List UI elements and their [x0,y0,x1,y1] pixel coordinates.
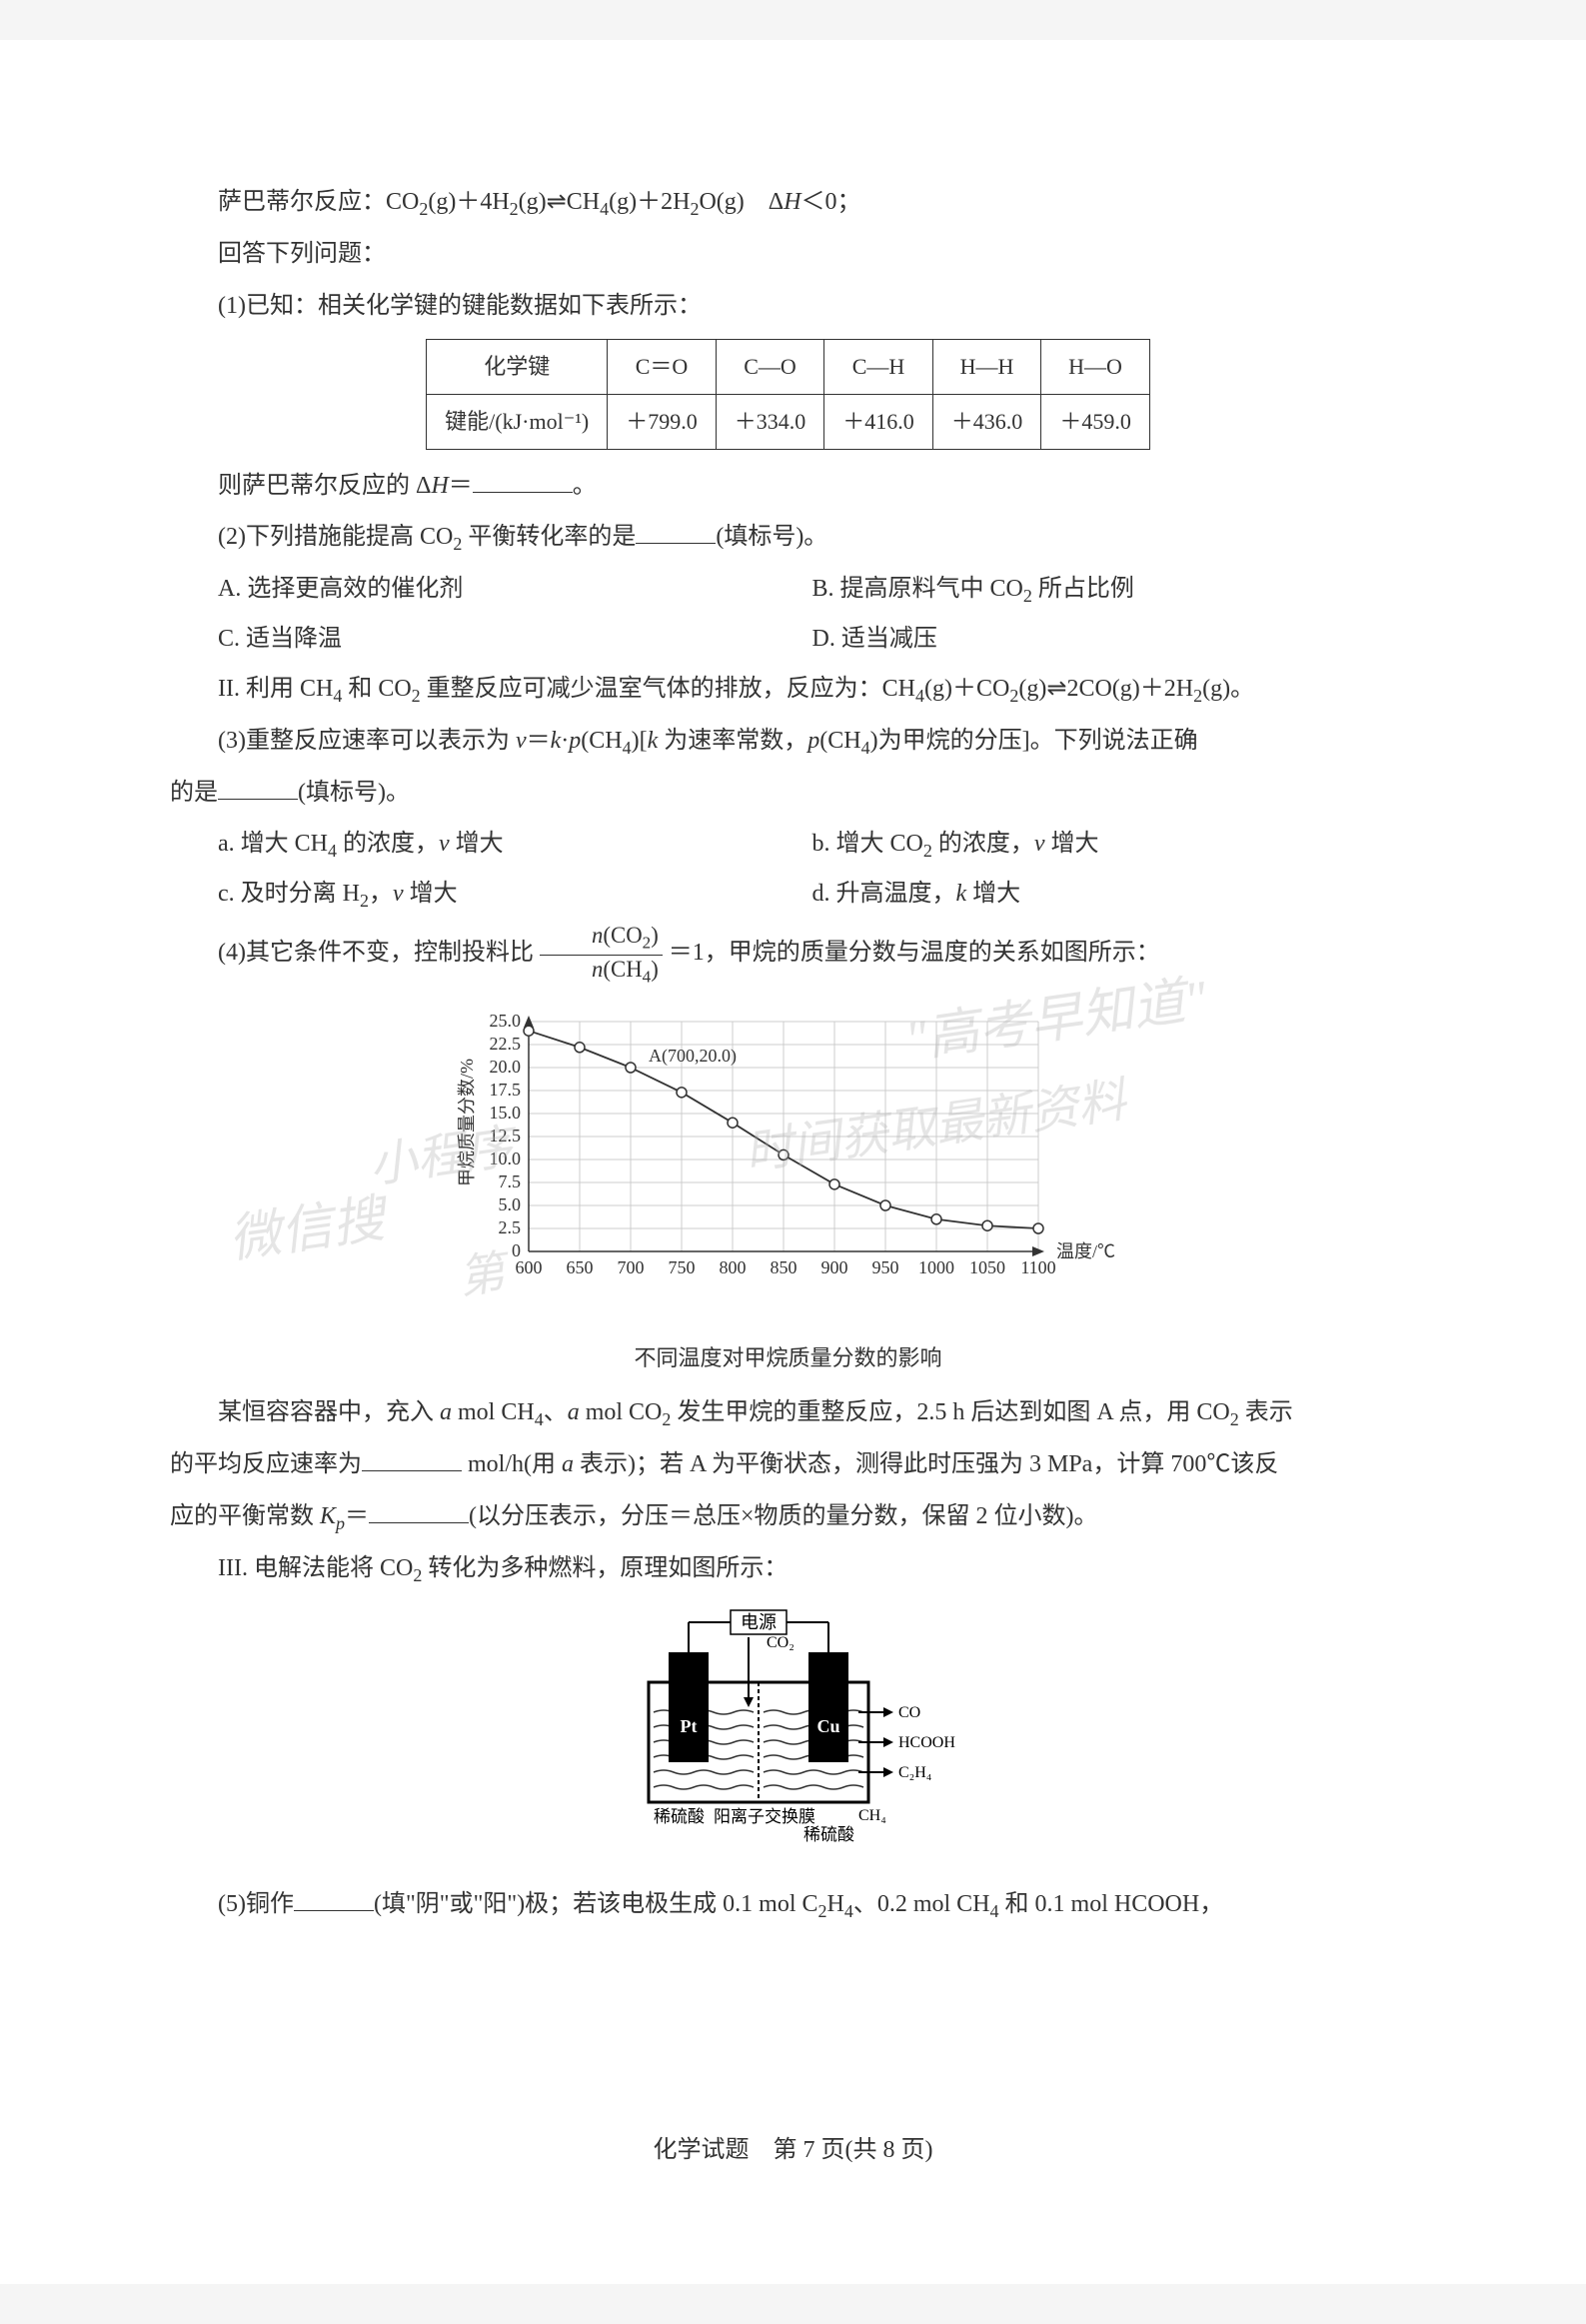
q1-blank[interactable] [473,464,573,493]
svg-text:800: 800 [719,1257,746,1277]
electrolysis-diagram: PtCu电源CO₂COHCOOHC₂H₄CH₄稀硫酸阳离子交换膜稀硫酸 [599,1602,978,1869]
option-d-lower: d. 升高温度，k 增大 [812,872,1407,918]
svg-text:1050: 1050 [969,1257,1005,1277]
q4-intro: (4)其它条件不变，控制投料比 n(CO2) n(CH4) ＝1，甲烷的质量分数… [170,922,1406,987]
svg-text:7.5: 7.5 [498,1171,521,1191]
q3-options-row2: c. 及时分离 H2，v 增大 d. 升高温度，k 增大 [218,872,1406,918]
q3-line2: 的是(填标号)。 [170,771,1406,817]
table-row: 化学键 C＝O C—O C—H H—H H—O [427,340,1150,395]
svg-text:15.0: 15.0 [489,1103,521,1123]
svg-text:25.0: 25.0 [489,1011,521,1031]
svg-text:750: 750 [668,1257,695,1277]
table-header-label: 化学键 [427,340,608,395]
section2-intro: II. 利用 CH4 和 CO2 重整反应可减少温室气体的排放，反应为：CH4(… [170,667,1406,713]
svg-text:950: 950 [871,1257,898,1277]
option-c: C. 适当降温 [218,617,812,663]
option-d: D. 适当减压 [812,617,1407,663]
q3-intro: (3)重整反应速率可以表示为 v＝k·p(CH4)[k 为速率常数，p(CH4)… [170,719,1406,765]
svg-text:850: 850 [770,1257,796,1277]
svg-text:900: 900 [820,1257,847,1277]
svg-text:1100: 1100 [1020,1257,1055,1277]
chart-caption: 不同温度对甲烷质量分数的影响 [170,1337,1406,1379]
chart-svg: 02.55.07.510.012.515.017.520.022.525.060… [429,1002,1148,1301]
q5-blank[interactable] [294,1883,374,1912]
svg-text:CH₄: CH₄ [858,1807,886,1824]
svg-text:CO₂: CO₂ [767,1634,794,1651]
svg-text:Pt: Pt [680,1716,697,1736]
methane-chart: 02.55.07.510.012.515.017.520.022.525.060… [429,1002,1148,1331]
sabatier-reaction: 萨巴蒂尔反应：CO2(g)＋4H2(g)⇌CH4(g)＋2H2O(g) ΔH＜0… [170,180,1406,226]
q4-body2: 的平均反应速率为 mol/h(用 a 表示)；若 A 为平衡状态，测得此时压强为… [170,1442,1406,1488]
svg-text:温度/℃: 温度/℃ [1056,1241,1115,1261]
svg-text:12.5: 12.5 [489,1126,521,1146]
section3-intro: III. 电解法能将 CO2 转化为多种燃料，原理如图所示： [170,1546,1406,1592]
q1-intro: (1)已知：相关化学键的键能数据如下表所示： [170,284,1406,330]
q4-body3: 应的平衡常数 Kp＝(以分压表示，分压＝总压×物质的量分数，保留 2 位小数)。 [170,1494,1406,1540]
q4-blank1[interactable] [362,1443,462,1472]
option-c-lower: c. 及时分离 H2，v 增大 [218,872,812,918]
svg-text:甲烷质量分数/%: 甲烷质量分数/% [457,1059,477,1186]
table-row: 键能/(kJ·mol⁻¹) ＋799.0 ＋334.0 ＋416.0 ＋436.… [427,394,1150,449]
svg-text:稀硫酸: 稀硫酸 [803,1825,854,1844]
q3-blank[interactable] [218,771,298,800]
svg-text:17.5: 17.5 [489,1080,521,1100]
answer-prompt: 回答下列问题： [170,232,1406,278]
watermark: 微信搜 [222,1170,390,1290]
diagram-svg: PtCu电源CO₂COHCOOHC₂H₄CH₄稀硫酸阳离子交换膜稀硫酸 [599,1602,978,1852]
svg-text:C₂H₄: C₂H₄ [898,1764,932,1781]
exam-page: 萨巴蒂尔反应：CO2(g)＋4H2(g)⇌CH4(g)＋2H2O(g) ΔH＜0… [0,40,1586,2284]
svg-text:HCOOH: HCOOH [898,1734,955,1751]
svg-text:22.5: 22.5 [489,1034,521,1054]
q2-options-row2: C. 适当降温 D. 适当减压 [218,617,1406,663]
option-b-lower: b. 增大 CO2 的浓度，v 增大 [812,822,1407,868]
table-energy-label: 键能/(kJ·mol⁻¹) [427,394,608,449]
bond-energy-table: 化学键 C＝O C—O C—H H—H H—O 键能/(kJ·mol⁻¹) ＋7… [426,339,1150,450]
option-a: A. 选择更高效的催化剂 [218,567,812,613]
svg-text:2.5: 2.5 [498,1217,521,1237]
q2-blank[interactable] [636,516,716,545]
svg-text:稀硫酸: 稀硫酸 [654,1807,705,1826]
q1-answer-line: 则萨巴蒂尔反应的 ΔH＝。 [170,464,1406,510]
q2-options-row1: A. 选择更高效的催化剂 B. 提高原料气中 CO2 所占比例 [218,567,1406,613]
page-footer: 化学试题 第 7 页(共 8 页) [0,2128,1586,2174]
svg-text:1000: 1000 [918,1257,954,1277]
svg-text:阳离子交换膜: 阳离子交换膜 [714,1807,815,1826]
svg-text:A(700,20.0): A(700,20.0) [649,1046,737,1067]
svg-text:650: 650 [566,1257,593,1277]
svg-text:电源: 电源 [741,1612,777,1632]
svg-text:10.0: 10.0 [489,1149,521,1168]
svg-text:CO: CO [898,1704,920,1721]
option-b: B. 提高原料气中 CO2 所占比例 [812,567,1407,613]
q4-body1: 某恒容容器中，充入 a mol CH4、a mol CO2 发生甲烷的重整反应，… [170,1390,1406,1436]
svg-text:700: 700 [617,1257,644,1277]
q3-options-row1: a. 增大 CH4 的浓度，v 增大 b. 增大 CO2 的浓度，v 增大 [218,822,1406,868]
svg-text:20.0: 20.0 [489,1057,521,1077]
svg-text:Cu: Cu [816,1716,839,1736]
q5-line: (5)铜作(填"阴"或"阳")极；若该电极生成 0.1 mol C2H4、0.2… [170,1882,1406,1928]
svg-text:600: 600 [515,1257,542,1277]
q4-blank2[interactable] [369,1494,469,1523]
q2-intro: (2)下列措施能提高 CO2 平衡转化率的是(填标号)。 [170,515,1406,561]
option-a-lower: a. 增大 CH4 的浓度，v 增大 [218,822,812,868]
fraction: n(CO2) n(CH4) [540,922,663,987]
svg-text:5.0: 5.0 [498,1194,521,1214]
